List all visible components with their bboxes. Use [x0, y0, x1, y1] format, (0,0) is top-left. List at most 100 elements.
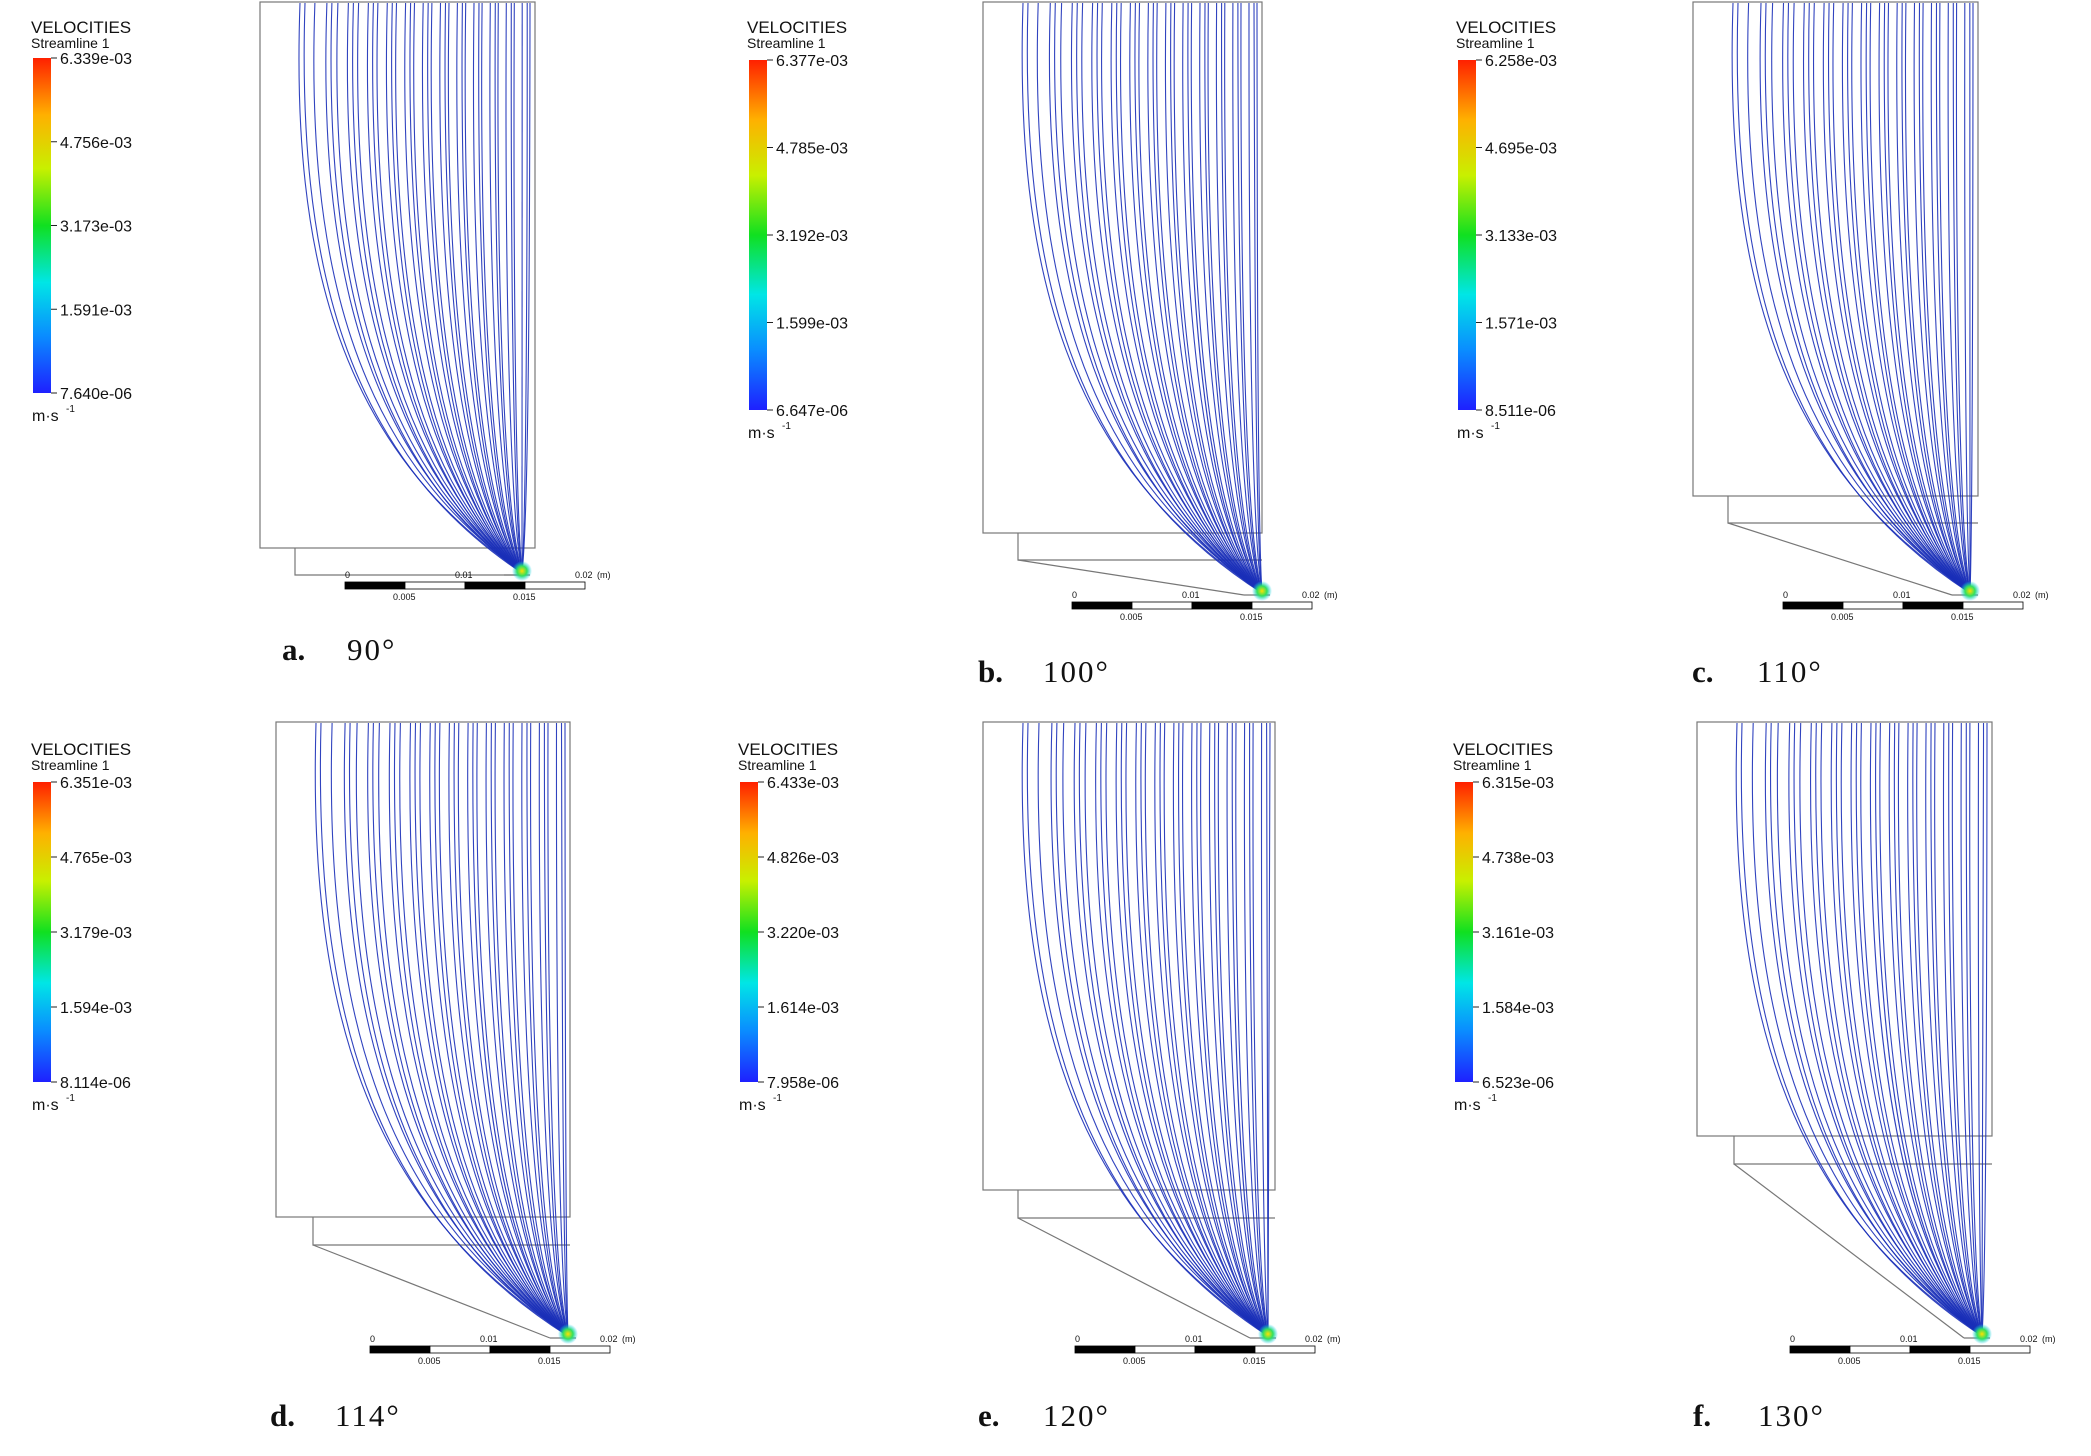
- legend-tick-label: 6.351e-03: [60, 775, 132, 792]
- scale-label: 0.02: [575, 570, 593, 580]
- scale-label: 0: [370, 1334, 375, 1344]
- streamline: [1226, 722, 1269, 1336]
- scale-segment: [1074, 1345, 1136, 1354]
- streamline: [1054, 2, 1263, 594]
- legend-tick-label: 8.511e-06: [1485, 403, 1556, 420]
- scale-segment: [344, 581, 406, 590]
- scale-label: 0.01: [480, 1334, 498, 1344]
- streamline: [1935, 2, 1971, 594]
- streamline: [1159, 722, 1269, 1337]
- legend-tick-label: 6.339e-03: [60, 51, 132, 68]
- streamline: [1036, 2, 1263, 593]
- streamline: [1792, 2, 1971, 593]
- scale-unit: (m): [2042, 1334, 2056, 1344]
- scale-label: 0.005: [1831, 612, 1854, 622]
- scale-segment: [489, 1345, 551, 1354]
- scale-label: 0.005: [1123, 1356, 1146, 1366]
- chamber-outline: [982, 721, 1276, 1191]
- streamline: [1138, 2, 1263, 593]
- streamline: [1220, 2, 1263, 594]
- legend-unit-exponent: -1: [1491, 421, 1500, 432]
- streamline: [1942, 722, 1983, 1336]
- legend-title: VELOCITIES: [747, 18, 847, 37]
- streamline: [348, 722, 569, 1337]
- streamline: [1815, 722, 1983, 1337]
- scale-label: 0.02: [600, 1334, 618, 1344]
- streamline: [1070, 2, 1263, 593]
- streamline: [1840, 722, 1983, 1336]
- streamline: [472, 2, 523, 573]
- streamline: [510, 2, 523, 574]
- streamline: [1217, 722, 1269, 1336]
- streamline: [1256, 2, 1263, 593]
- streamline: [1735, 722, 1983, 1336]
- streamline: [1196, 722, 1269, 1337]
- streamline: [1178, 722, 1269, 1337]
- streamline: [1851, 2, 1971, 593]
- streamline: [1916, 722, 1983, 1336]
- legend-tick-label: 3.192e-03: [776, 228, 848, 245]
- streamline: [372, 2, 523, 574]
- taper-wall: [1017, 1217, 1251, 1339]
- streamline: [464, 2, 523, 573]
- streamline: [456, 2, 523, 573]
- streamline: [1930, 722, 1983, 1337]
- streamline: [1969, 722, 1983, 1336]
- chamber-outline: [275, 721, 571, 1218]
- legend-tick-label: 1.594e-03: [60, 1000, 132, 1017]
- streamline: [1930, 2, 1971, 593]
- panel-letter: f.: [1693, 1398, 1711, 1433]
- inlet-velocity-spot: [1252, 581, 1272, 601]
- scale-label: 0.015: [1951, 612, 1974, 622]
- scale-label: 0.015: [513, 592, 536, 602]
- scale-label: 0.02: [1305, 1334, 1323, 1344]
- streamline: [1793, 722, 1983, 1337]
- streamline: [1190, 2, 1263, 593]
- streamline: [399, 722, 569, 1336]
- colormap-bar: [33, 58, 51, 393]
- streamline: [1163, 722, 1269, 1336]
- streamline: [1144, 722, 1269, 1336]
- streamline: [376, 2, 523, 573]
- legend-unit: m·s: [1454, 1097, 1481, 1114]
- panel-angle: 114°: [335, 1398, 401, 1433]
- scale-unit: (m): [597, 570, 611, 580]
- streamline: [1820, 722, 1983, 1336]
- legend-tick-label: 6.647e-06: [776, 403, 848, 420]
- legend-title: VELOCITIES: [738, 740, 838, 759]
- streamline: [1808, 2, 1971, 594]
- streamline: [357, 2, 523, 573]
- scale-unit: (m): [1324, 590, 1338, 600]
- legend-tick-label: 7.640e-06: [60, 386, 132, 403]
- streamline: [1832, 2, 1971, 593]
- streamline: [1934, 722, 1983, 1336]
- streamline: [1787, 2, 1971, 594]
- scale-unit: (m): [1327, 1334, 1341, 1344]
- streamline: [395, 2, 523, 573]
- streamline: [489, 2, 523, 573]
- streamline: [372, 722, 569, 1337]
- streamline: [1769, 722, 1983, 1337]
- scale-segment: [1131, 601, 1193, 610]
- scale-label: 0: [1790, 1334, 1795, 1344]
- streamline: [1939, 2, 1971, 593]
- inlet-velocity-spot: [1972, 1324, 1992, 1344]
- scale-segment: [464, 581, 526, 590]
- streamline: [1115, 2, 1263, 594]
- scale-segment: [549, 1345, 611, 1354]
- streamline: [444, 2, 523, 574]
- scale-label: 0.01: [1185, 1334, 1203, 1344]
- streamline: [1266, 722, 1269, 1337]
- scale-label: 0.015: [538, 1356, 561, 1366]
- panel-letter: e.: [978, 1398, 1000, 1433]
- streamline: [1240, 2, 1263, 593]
- colormap-bar: [1458, 60, 1476, 410]
- streamline: [1026, 2, 1263, 594]
- legend-unit-exponent: -1: [66, 1093, 75, 1104]
- streamline: [478, 2, 523, 574]
- panel-angle: 120°: [1043, 1398, 1110, 1433]
- streamline: [1125, 722, 1269, 1336]
